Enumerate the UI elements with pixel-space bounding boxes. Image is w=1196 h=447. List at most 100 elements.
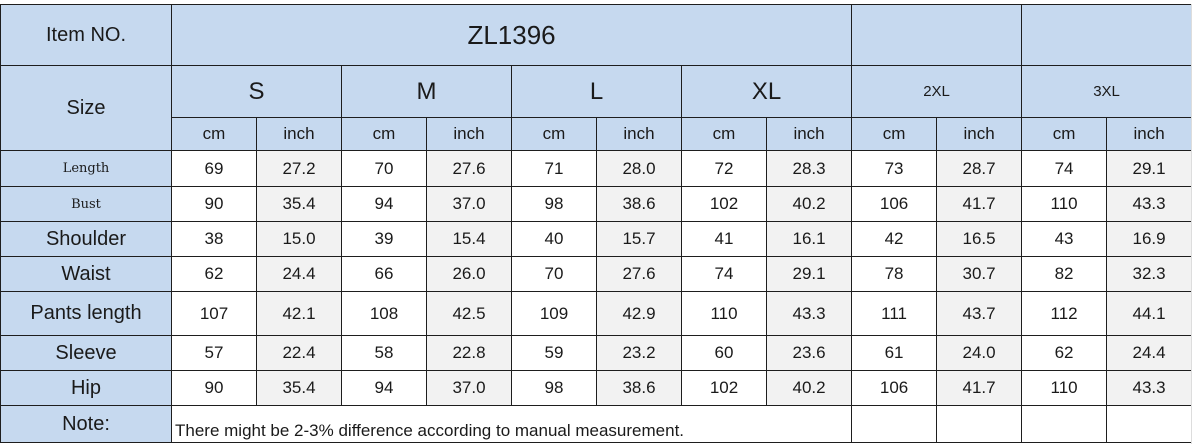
inch-value-cell: 22.8 bbox=[426, 335, 512, 371]
cm-value-cell: 106 bbox=[851, 186, 938, 222]
size-row: Size S M L XL 2XL 3XL bbox=[0, 65, 1193, 151]
inch-value-cell: 30.7 bbox=[936, 256, 1023, 292]
cm-value-cell: 72 bbox=[681, 150, 767, 187]
inch-value-cell: 43.3 bbox=[1106, 186, 1193, 222]
note-row: Note: There might be 2-3% difference acco… bbox=[0, 405, 1193, 443]
table-row: Sleeve 57 22.4 58 22.8 59 23.2 60 23.6 61 24.0 62 24… bbox=[0, 335, 1193, 371]
inch-value-cell: 43.7 bbox=[936, 291, 1023, 336]
unit-header-inch: inch bbox=[1106, 117, 1193, 151]
table-row: Hip 90 35.4 94 37.0 98 38.6 102 40.2 106 41.7 110 43… bbox=[0, 370, 1193, 406]
unit-header-inch: inch bbox=[596, 117, 682, 151]
sheet-grid-edge bbox=[1191, 4, 1196, 444]
inch-value-cell: 28.3 bbox=[765, 150, 853, 187]
inch-value-cell: 27.6 bbox=[426, 150, 512, 187]
inch-value-cell: 29.1 bbox=[765, 256, 853, 292]
inch-value-cell: 23.2 bbox=[596, 335, 682, 371]
unit-header-cm: cm bbox=[851, 117, 938, 151]
cm-value-cell: 102 bbox=[681, 370, 767, 406]
cm-value-cell: 98 bbox=[511, 370, 597, 406]
cm-value-cell: 98 bbox=[511, 186, 597, 222]
table-row: Length 69 27.2 70 27.6 71 28.0 72 28.3 73 28.7 74 29… bbox=[0, 150, 1193, 187]
cm-value-cell: 106 bbox=[851, 370, 938, 406]
cm-value-cell: 112 bbox=[1021, 291, 1108, 336]
cm-value-cell: 108 bbox=[341, 291, 427, 336]
cm-value-cell: 57 bbox=[171, 335, 257, 371]
inch-value-cell: 35.4 bbox=[256, 186, 342, 222]
cm-value-cell: 90 bbox=[171, 186, 257, 222]
unit-header-cm: cm bbox=[341, 117, 427, 151]
cm-value-cell: 71 bbox=[511, 150, 597, 187]
cm-value-cell: 110 bbox=[1021, 370, 1108, 406]
cm-value-cell: 94 bbox=[341, 370, 427, 406]
inch-value-cell: 42.1 bbox=[256, 291, 342, 336]
unit-header-inch: inch bbox=[426, 117, 512, 151]
cm-value-cell: 74 bbox=[1021, 150, 1108, 187]
inch-value-cell: 27.2 bbox=[256, 150, 342, 187]
cm-value-cell: 38 bbox=[171, 221, 257, 257]
inch-value-cell: 43.3 bbox=[1106, 370, 1193, 406]
inch-value-cell: 28.7 bbox=[936, 150, 1023, 187]
inch-value-cell: 16.9 bbox=[1106, 221, 1193, 257]
cm-value-cell: 58 bbox=[341, 335, 427, 371]
cm-value-cell: 82 bbox=[1021, 256, 1108, 292]
cm-value-cell: 111 bbox=[851, 291, 938, 336]
table-row: Pants length 107 42.1 108 42.5 109 42.9 110 43.3… bbox=[0, 291, 1193, 336]
cm-value-cell: 73 bbox=[851, 150, 938, 187]
cm-value-cell: 41 bbox=[681, 221, 767, 257]
cm-value-cell: 110 bbox=[1021, 186, 1108, 222]
cm-value-cell: 60 bbox=[681, 335, 767, 371]
inch-value-cell: 40.2 bbox=[765, 186, 853, 222]
cm-value-cell: 74 bbox=[681, 256, 767, 292]
cm-value-cell: 110 bbox=[681, 291, 767, 336]
inch-value-cell: 27.6 bbox=[596, 256, 682, 292]
inch-value-cell: 38.6 bbox=[596, 370, 682, 406]
inch-value-cell: 24.4 bbox=[1106, 335, 1193, 371]
inch-value-cell: 44.1 bbox=[1106, 291, 1193, 336]
cm-value-cell: 39 bbox=[341, 221, 427, 257]
row-label: Sleeve bbox=[0, 335, 172, 371]
item-number: ZL1396 bbox=[170, 4, 853, 66]
size-label: Size bbox=[0, 65, 172, 151]
cm-value-cell: 107 bbox=[171, 291, 257, 336]
inch-value-cell: 42.5 bbox=[426, 291, 512, 336]
inch-value-cell: 41.7 bbox=[936, 186, 1023, 222]
cm-value-cell: 40 bbox=[511, 221, 597, 257]
unit-header-cm: cm bbox=[171, 117, 257, 151]
empty-header-cell bbox=[851, 4, 1023, 66]
unit-header-cm: cm bbox=[681, 117, 767, 151]
inch-value-cell: 26.0 bbox=[426, 256, 512, 292]
inch-value-cell: 15.7 bbox=[596, 221, 682, 257]
cm-value-cell: 59 bbox=[511, 335, 597, 371]
item-label: Item NO. bbox=[0, 4, 172, 66]
empty-cell bbox=[936, 405, 1023, 443]
inch-value-cell: 16.5 bbox=[936, 221, 1023, 257]
empty-cell bbox=[1106, 405, 1193, 443]
inch-value-cell: 15.0 bbox=[256, 221, 342, 257]
inch-value-cell: 35.4 bbox=[256, 370, 342, 406]
inch-value-cell: 23.6 bbox=[765, 335, 853, 371]
unit-row: cm inch cm inch cm inch cm inch cm inch cm inch bbox=[1, 117, 1193, 151]
note-label: Note: bbox=[0, 405, 172, 443]
size-header-m: M bbox=[341, 65, 512, 118]
unit-header-inch: inch bbox=[936, 117, 1023, 151]
size-header-xl: XL bbox=[680, 65, 853, 118]
size-header-2xl: 2XL bbox=[851, 65, 1023, 118]
cm-value-cell: 66 bbox=[341, 256, 427, 292]
inch-value-cell: 37.0 bbox=[426, 186, 512, 222]
cm-value-cell: 62 bbox=[171, 256, 257, 292]
table-row: Bust 90 35.4 94 37.0 98 38.6 102 40.2 106 41.7 110 4… bbox=[0, 186, 1193, 222]
note-text: There might be 2-3% difference according… bbox=[170, 405, 853, 443]
cm-value-cell: 70 bbox=[341, 150, 427, 187]
inch-value-cell: 40.2 bbox=[765, 370, 853, 406]
inch-value-cell: 42.9 bbox=[596, 291, 682, 336]
unit-header-inch: inch bbox=[765, 117, 853, 151]
empty-cell bbox=[1021, 405, 1108, 443]
inch-value-cell: 37.0 bbox=[426, 370, 512, 406]
cm-value-cell: 102 bbox=[681, 186, 767, 222]
cm-value-cell: 62 bbox=[1021, 335, 1108, 371]
cm-value-cell: 42 bbox=[851, 221, 938, 257]
inch-value-cell: 24.4 bbox=[256, 256, 342, 292]
size-header-l: L bbox=[511, 65, 682, 118]
table-row: Shoulder 38 15.0 39 15.4 40 15.7 41 16.1 42 16.5 43… bbox=[0, 221, 1193, 257]
inch-value-cell: 15.4 bbox=[426, 221, 512, 257]
